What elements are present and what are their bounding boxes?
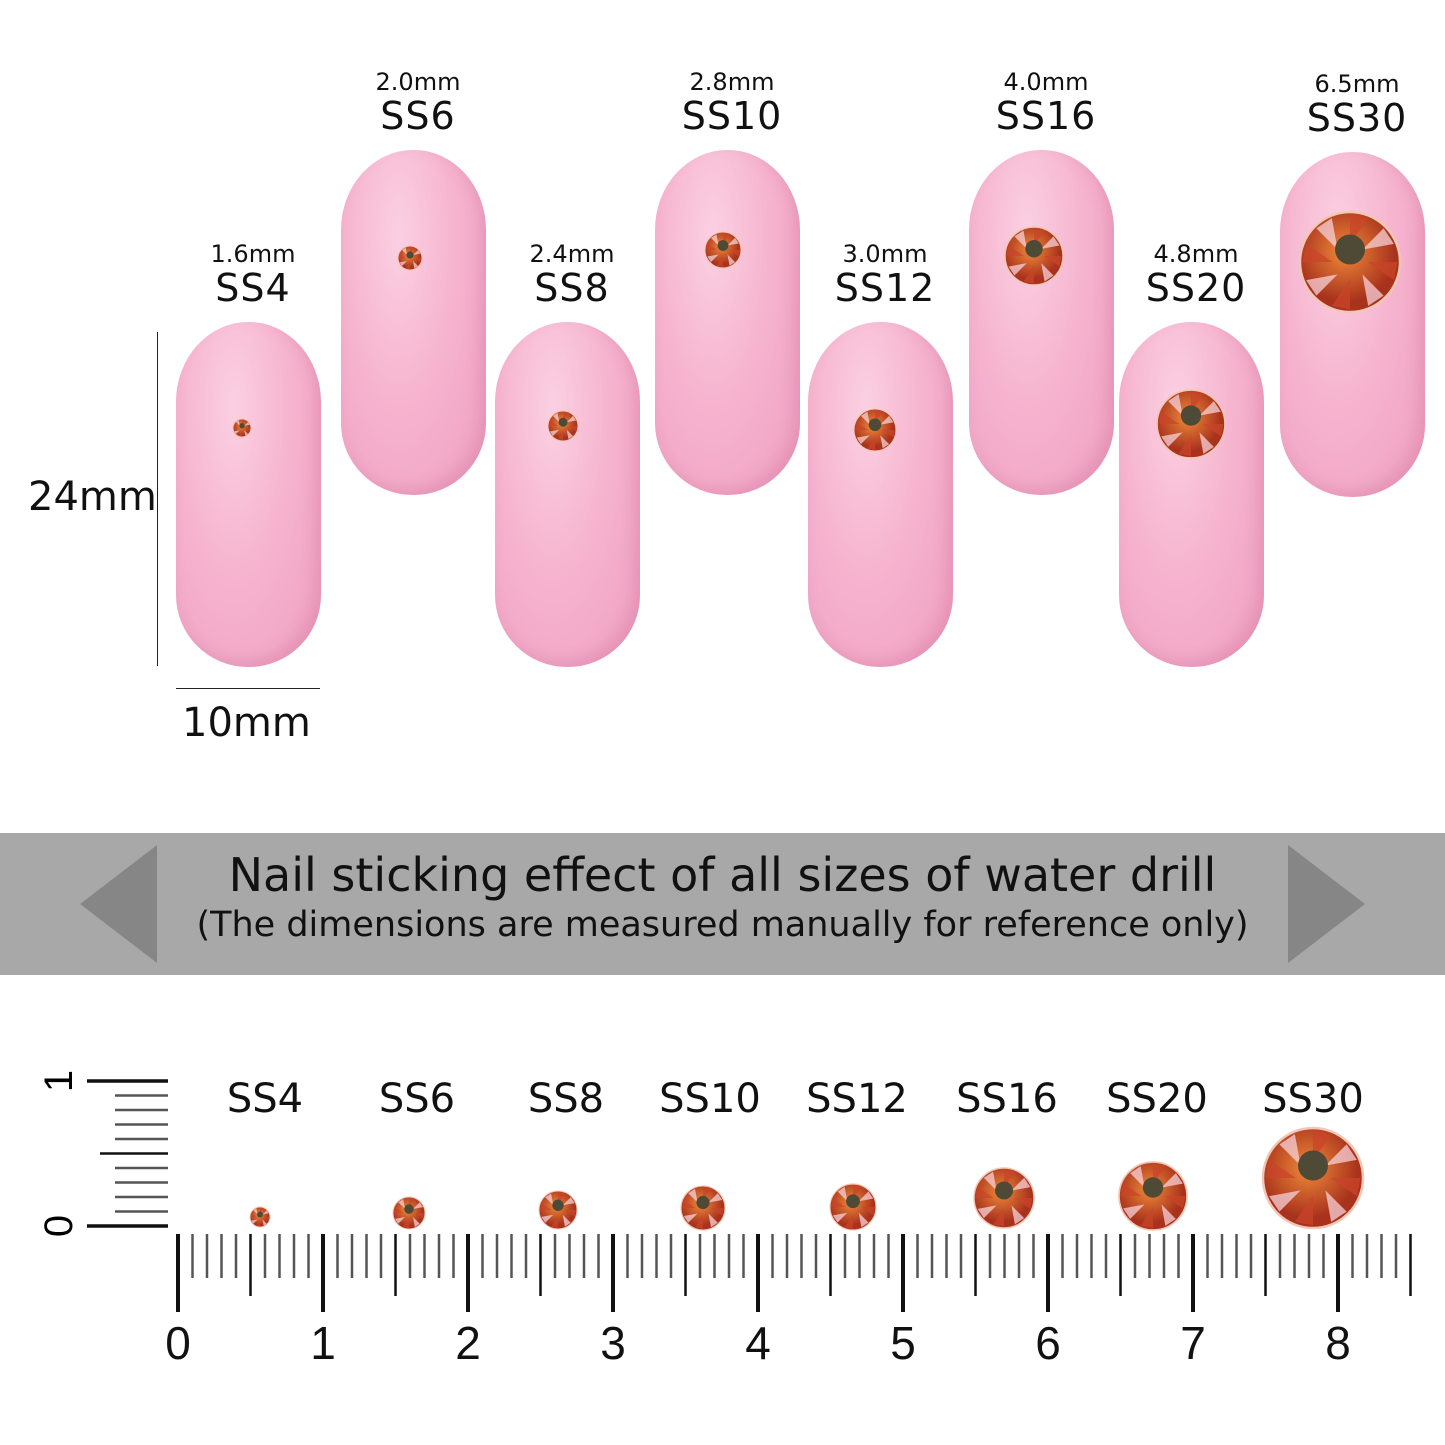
ruler-label: 8 (1325, 1317, 1351, 1369)
size-label: SS4 (226, 1076, 304, 1122)
size-label: SS16 (956, 1076, 1058, 1122)
banner-title: Nail sticking effect of all sizes of wat… (228, 848, 1217, 902)
ruler-label: 5 (890, 1317, 916, 1369)
nail-ss12 (808, 322, 953, 667)
size-label: SS10 (659, 1076, 761, 1122)
rhinestone-icon (1004, 226, 1064, 286)
rhinestone-icon (704, 231, 742, 269)
left-arrow-icon (80, 845, 157, 963)
height-line (157, 332, 158, 666)
nail-size-label: SS4 (215, 266, 291, 310)
size-label: SS8 (527, 1076, 605, 1122)
rhinestone-icon (973, 1167, 1035, 1229)
nail-mm-label: 3.0mm (842, 240, 928, 268)
rhinestone-icon (392, 1196, 426, 1230)
size-label: SS6 (378, 1076, 456, 1122)
ruler-label: 1 (310, 1317, 336, 1369)
rhinestone-icon (1261, 1126, 1365, 1230)
banner-subtitle: (The dimensions are measured manually fo… (196, 905, 1249, 945)
width-label: 10mm (182, 700, 311, 746)
nail-mm-label: 4.8mm (1153, 240, 1239, 268)
ruler-label: 2 (455, 1317, 481, 1369)
rhinestone-icon (680, 1185, 726, 1231)
nail-ss16 (969, 150, 1114, 495)
rhinestone-icon (249, 1206, 271, 1228)
nail-mm-label: 2.4mm (529, 240, 615, 268)
ruler-label: 3 (600, 1317, 626, 1369)
size-label: SS20 (1106, 1076, 1208, 1122)
rhinestone-icon (538, 1190, 578, 1230)
nail-ss8 (495, 322, 640, 667)
nail-size-label: SS30 (1306, 96, 1408, 140)
nail-size-label: SS10 (681, 94, 783, 138)
right-arrow-icon (1288, 845, 1365, 963)
width-line (176, 688, 320, 689)
ruler-label: 4 (745, 1317, 771, 1369)
ruler-label: 6 (1035, 1317, 1061, 1369)
rhinestone-icon (853, 408, 897, 452)
nail-size-label: SS6 (380, 94, 456, 138)
vertical-ruler-label: 1 (37, 1070, 81, 1092)
nail-ss20 (1119, 322, 1264, 667)
nail-mm-label: 2.0mm (375, 68, 461, 96)
nail-mm-label: 6.5mm (1314, 70, 1400, 98)
rhinestone-icon (1298, 210, 1402, 314)
rhinestone-icon (1156, 389, 1226, 459)
nail-size-label: SS16 (995, 94, 1097, 138)
rhinestone-icon (232, 418, 252, 438)
ruler-label: 0 (165, 1317, 191, 1369)
nail-ss6 (341, 150, 486, 495)
size-label: SS30 (1262, 1076, 1364, 1122)
vertical-ruler-label: 0 (37, 1215, 81, 1237)
nail-size-label: SS12 (834, 266, 936, 310)
rhinestone-icon (547, 410, 579, 442)
height-label: 24mm (28, 474, 157, 520)
rhinestone-icon (397, 245, 423, 271)
nail-ss10 (655, 150, 800, 495)
rhinestone-icon (829, 1183, 877, 1231)
size-label: SS12 (806, 1076, 908, 1122)
nail-ss30 (1280, 152, 1425, 497)
rhinestone-icon (1118, 1161, 1188, 1231)
nail-mm-label: 2.8mm (689, 68, 775, 96)
ruler-label: 7 (1180, 1317, 1206, 1369)
nail-size-label: SS20 (1145, 266, 1247, 310)
nail-mm-label: 1.6mm (210, 240, 296, 268)
nail-mm-label: 4.0mm (1003, 68, 1089, 96)
nail-ss4 (176, 322, 321, 667)
nail-size-label: SS8 (534, 266, 610, 310)
banner (0, 833, 1445, 975)
